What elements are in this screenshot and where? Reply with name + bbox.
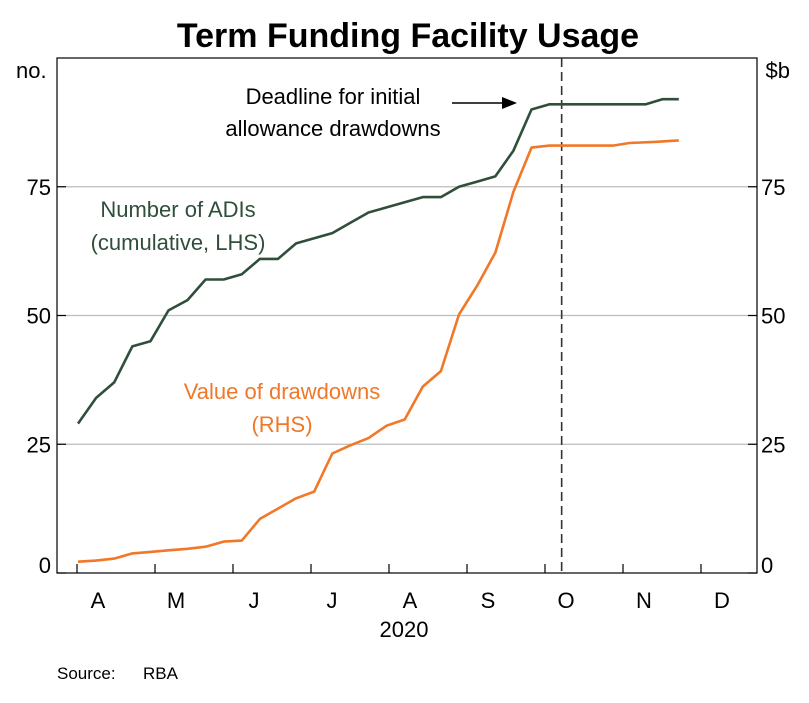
y-tick-label-right: 25 (761, 432, 785, 457)
source-label: Source: (57, 664, 116, 683)
x-tick-label: A (91, 588, 106, 613)
adi-series-label: Number of ADIs (100, 197, 255, 222)
deadline-annotation: Deadline for initial (246, 84, 421, 109)
adi-series-label: (cumulative, LHS) (91, 230, 266, 255)
source-value: RBA (143, 664, 179, 683)
drawdown-series-label: (RHS) (251, 412, 312, 437)
y-tick-label-left: 50 (27, 304, 51, 329)
y-tick-label-left: 25 (27, 432, 51, 457)
drawdown-value-line (77, 139, 679, 563)
x-tick-label: S (481, 588, 496, 613)
chart-title: Term Funding Facility Usage (177, 17, 639, 55)
y-axis: 0 0 25 25 50 50 75 75 (27, 175, 786, 578)
adi-count-line (76, 97, 679, 425)
x-tick-label: J (249, 588, 260, 613)
x-tick-label: M (167, 588, 185, 613)
series-group (76, 97, 679, 563)
deadline-arrow-head (502, 97, 517, 109)
year-label: 2020 (380, 617, 429, 642)
y-tick-label-right: 0 (761, 553, 773, 578)
deadline-annotation: allowance drawdowns (225, 116, 440, 141)
y-tick-label-right: 50 (761, 304, 785, 329)
annotation-labels: Number of ADIs (cumulative, LHS) Value of … (91, 84, 517, 437)
y-tick-label-right: 75 (761, 175, 785, 200)
left-unit-label: no. (16, 58, 47, 83)
right-unit-label: $b (766, 58, 790, 83)
x-tick-label: N (636, 588, 652, 613)
x-tick-label: D (714, 588, 730, 613)
y-tick-label-left: 75 (27, 175, 51, 200)
grid (57, 186, 757, 445)
x-tick-label: O (557, 588, 574, 613)
x-tick-label: J (327, 588, 338, 613)
drawdown-series-label: Value of drawdowns (184, 379, 381, 404)
y-tick-label-left: 0 (39, 553, 51, 578)
x-tick-label: A (403, 588, 418, 613)
